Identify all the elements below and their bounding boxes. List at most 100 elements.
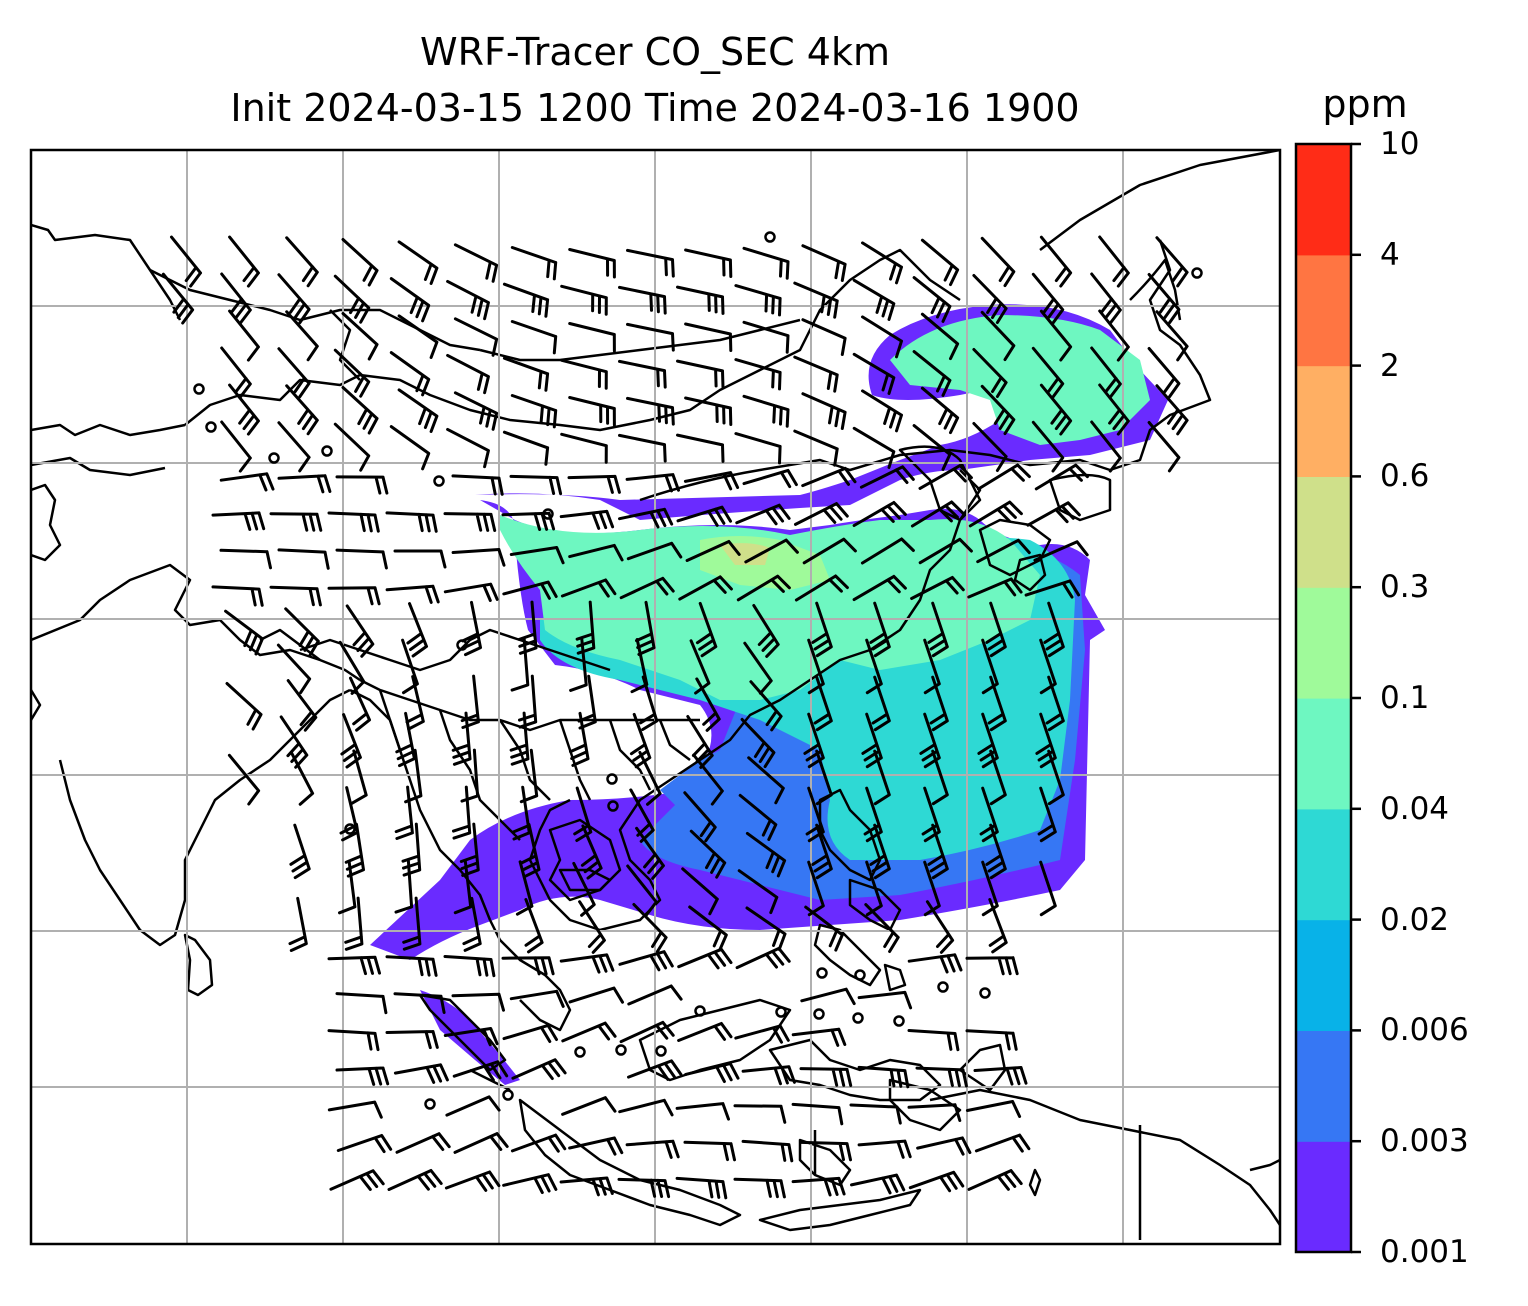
wind-barb xyxy=(908,1170,965,1193)
wind-barb xyxy=(524,898,544,954)
calm-wind-marker xyxy=(775,1006,787,1018)
wind-barb xyxy=(813,675,833,732)
wind-barb xyxy=(389,277,431,323)
wind-barb xyxy=(625,473,680,493)
wind-barb xyxy=(987,675,1007,732)
wind-barb xyxy=(695,677,721,732)
wind-barb xyxy=(335,475,389,495)
wind-barb xyxy=(445,1095,501,1117)
wind-barb xyxy=(401,822,422,877)
wind-barb xyxy=(453,1132,509,1154)
wind-barb xyxy=(568,543,624,562)
wind-barb xyxy=(333,348,371,398)
wind-barb xyxy=(676,433,725,463)
wind-barb xyxy=(460,674,480,729)
wind-barb xyxy=(627,1059,683,1081)
wind-barb xyxy=(509,546,565,565)
wind-barb xyxy=(618,950,674,972)
wind-barb xyxy=(800,987,856,1006)
wind-barb xyxy=(635,600,656,656)
wind-barb xyxy=(561,1021,617,1043)
wind-barb xyxy=(861,315,903,359)
colorbar-tick-label: 0.04 xyxy=(1380,790,1450,827)
wind-barb xyxy=(626,322,675,352)
calm-wind-marker xyxy=(321,445,333,457)
wind-barb xyxy=(920,238,960,287)
wind-barb xyxy=(743,641,773,695)
wind-barb xyxy=(802,537,857,565)
wind-barb xyxy=(618,359,667,389)
wind-barb xyxy=(871,675,891,732)
wind-barb xyxy=(461,600,482,657)
wind-barb xyxy=(675,1176,728,1200)
wind-barb xyxy=(393,1063,449,1084)
wind-barb xyxy=(861,712,883,769)
wind-barb xyxy=(333,274,371,324)
wind-barb xyxy=(285,236,319,288)
calm-wind-marker xyxy=(268,452,280,464)
wind-barb xyxy=(510,320,558,355)
wind-barb xyxy=(742,468,798,489)
wind-barb xyxy=(972,274,1008,324)
wind-barb xyxy=(452,1060,509,1082)
wind-barb xyxy=(677,947,733,970)
wind-barb xyxy=(973,1066,1028,1086)
wind-barb xyxy=(632,903,668,953)
wind-barb xyxy=(509,474,563,496)
wind-barb xyxy=(626,864,658,917)
wind-barb xyxy=(517,600,538,655)
calm-wind-marker xyxy=(816,967,828,979)
map-frame xyxy=(29,148,1282,1246)
wind-barb xyxy=(791,1027,847,1047)
wind-barb xyxy=(327,955,381,976)
wind-barb xyxy=(277,548,330,570)
wind-barb xyxy=(446,279,490,321)
wind-barb xyxy=(861,389,903,433)
wind-barb xyxy=(910,500,965,528)
wind-barb xyxy=(989,749,1007,806)
wind-barb xyxy=(918,537,973,565)
wind-barb xyxy=(511,1058,567,1080)
wind-barb xyxy=(857,1065,910,1089)
calm-wind-marker xyxy=(813,1008,825,1020)
wind-barb xyxy=(619,576,675,600)
wind-barb xyxy=(510,246,558,281)
wind-barb xyxy=(333,422,371,472)
wind-barb xyxy=(927,823,949,880)
wind-barb xyxy=(451,992,505,1012)
calm-wind-marker xyxy=(764,231,776,243)
wind-barb xyxy=(742,320,790,354)
wind-barb xyxy=(734,432,782,465)
wind-barb xyxy=(406,602,428,658)
wind-barb xyxy=(791,1102,844,1126)
wind-barb xyxy=(852,352,896,395)
wind-barb xyxy=(341,238,379,287)
wind-barb xyxy=(918,464,973,490)
wind-barb xyxy=(389,351,431,397)
wind-barb xyxy=(502,356,550,392)
map-title: WRF-Tracer CO_SEC 4km xyxy=(420,30,890,74)
wind-barbs xyxy=(161,231,1203,1200)
colorbar-tick-label: 0.6 xyxy=(1380,458,1430,495)
calm-wind-marker xyxy=(193,383,205,395)
wind-barb xyxy=(735,946,791,970)
wind-barb xyxy=(793,281,839,319)
colorbar-tick-label: 0.3 xyxy=(1380,569,1430,606)
wind-barb xyxy=(815,749,833,806)
wind-barb xyxy=(967,577,1023,599)
wind-barb xyxy=(916,1136,972,1156)
wind-barb xyxy=(211,511,266,531)
wind-barb xyxy=(972,422,1008,472)
wind-barb xyxy=(277,273,311,325)
wind-barb xyxy=(510,1133,567,1153)
wind-barb xyxy=(573,786,593,842)
wind-barb xyxy=(676,285,725,315)
wind-barb xyxy=(327,511,380,533)
wind-barb xyxy=(683,471,740,491)
calm-wind-marker xyxy=(854,969,866,981)
wind-barb xyxy=(350,749,368,805)
wind-barb xyxy=(689,829,727,879)
colorbar-tick-label: 0.003 xyxy=(1380,1123,1469,1160)
wind-barb xyxy=(907,1029,960,1052)
wind-barb xyxy=(915,1066,968,1088)
